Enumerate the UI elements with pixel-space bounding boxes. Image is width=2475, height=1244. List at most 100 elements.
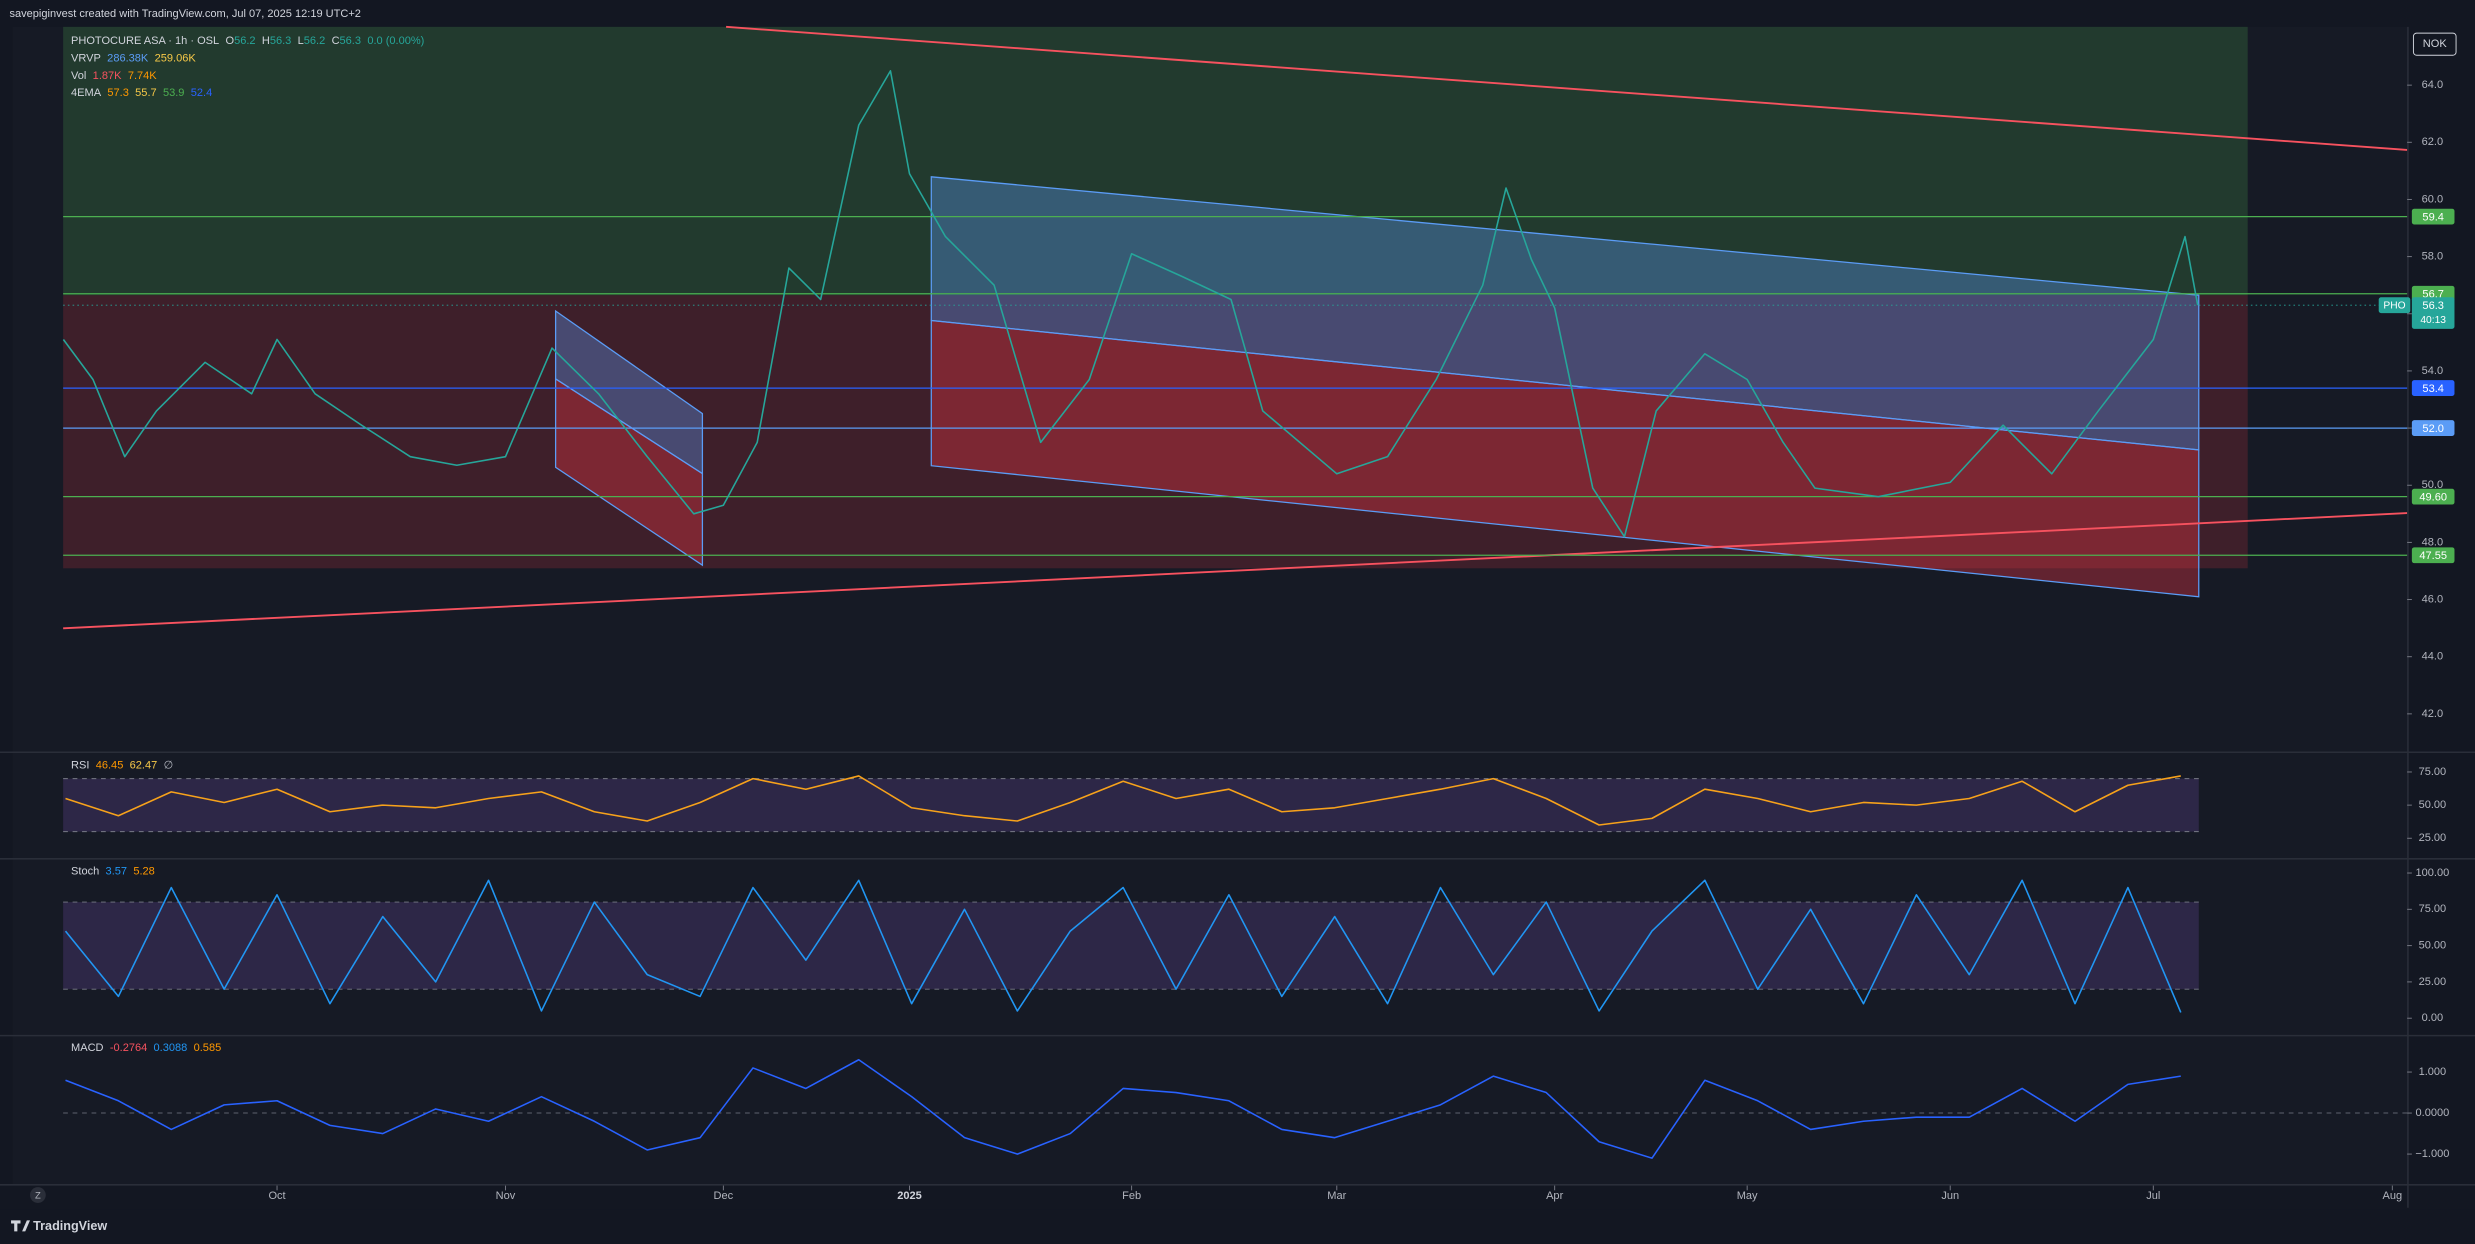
indicator-value: 57.3 [107,87,128,99]
band [63,902,2199,990]
indicator-value: 62.47 [130,760,158,772]
y-tick-label: 44.0 [2422,651,2443,663]
y-tick-label: 62.0 [2422,136,2443,148]
indicator-name: MACD [71,1042,104,1054]
trend-line [726,25,2408,151]
y-tick-label: 48.0 [2422,536,2443,548]
y-tick-label: 25.00 [2419,832,2447,844]
indicator-value: 0.3088 [154,1042,188,1054]
x-tick-label: Jul [2146,1190,2160,1202]
series-line [65,775,2181,826]
indicator-value: 0.585 [194,1042,222,1054]
y-tick-label: 50.00 [2419,799,2447,811]
indicator-name: Stoch [71,865,99,877]
x-tick-label: Aug [2383,1190,2403,1202]
zoom-button[interactable] [29,1187,46,1203]
currency-box[interactable] [2412,32,2457,56]
price-label: 56.3 [2422,300,2443,312]
channel-small-lower [554,377,704,567]
indicator-name: VRVP [71,52,101,64]
indicator-value: 7.74K [128,70,157,82]
indicator-value: 53.9 [163,87,184,99]
indicator-legend: 4EMA 57.3 55.7 53.9 52.4 [71,87,212,99]
zoom-label[interactable]: Z [35,1190,41,1201]
zone-red [63,295,2248,569]
level-label: 47.55 [2419,550,2447,562]
y-tick-label: 0.00 [2422,1012,2443,1024]
brand: TradingView [33,1219,107,1233]
level-label: 49.60 [2419,491,2447,503]
ohlc-key: O [225,35,234,47]
currency[interactable]: NOK [2423,38,2448,50]
indicator-legend: MACD -0.2764 0.3088 0.585 [71,1042,221,1054]
ohlc-key: C [332,35,340,47]
x-tick-label: Mar [1327,1190,1346,1202]
channel-lower [930,319,2200,598]
x-tick-label: Jun [1941,1190,1959,1202]
indicator-name: Vol [71,70,86,82]
y-tick-label: 50.0 [2422,479,2443,491]
indicator-value: 5.28 [133,865,154,877]
ohlc-key: L [298,35,304,47]
indicator-legend: Stoch 3.57 5.28 [71,865,155,877]
y-tick-label: 0.0000 [2416,1107,2450,1119]
chart-area [12,26,2408,1185]
indicator-legend: RSI 46.45 62.47 ∅ [71,760,173,772]
ohlc-value: 56.3 [270,35,291,47]
indicator-value: 3.57 [106,865,127,877]
ohlc-key: H [262,35,270,47]
change: 0.0 (0.00%) [367,35,424,47]
x-tick-label: 2025 [897,1190,922,1202]
indicator-legend: Vol 1.87K 7.74K [71,70,157,82]
legend: PHOTOCURE ASA · 1h · OSL O56.2 H56.3 L56.2 C… [71,35,424,47]
series-line [64,879,2182,1013]
y-tick-label: 60.0 [2422,193,2443,205]
y-tick-label: 46.0 [2422,593,2443,605]
symbol-label: PHO [2383,301,2405,312]
indicator-value: 286.38K [107,52,149,64]
level-tag [2411,488,2455,505]
indicator-value: 55.7 [135,87,156,99]
indicator-value: ∅ [164,760,174,772]
indicator-value: 52.4 [191,87,212,99]
indicator-name: RSI [71,760,89,772]
y-tick-label: −1.000 [2415,1148,2449,1160]
x-tick-label: Apr [1546,1190,1563,1202]
level-tag [2411,420,2455,436]
countdown: 40:13 [2420,315,2446,326]
symbol-title: PHOTOCURE ASA · 1h · OSL [71,35,219,47]
level-tag [2411,547,2455,564]
x-tick-label: Feb [1122,1190,1141,1202]
ohlc-value: 56.3 [340,35,361,47]
y-tick-label: 64.0 [2422,79,2443,91]
y-tick-label: 42.0 [2422,708,2443,720]
indicator-value: 1.87K [93,70,122,82]
series-line [65,1058,2181,1159]
y-tick-label: 100.00 [2416,867,2450,879]
footer [0,1209,2475,1244]
y-tick-label: 25.00 [2419,976,2447,988]
level-tag [2411,380,2455,396]
credit: savepiginvest created with TradingView.c… [9,8,360,20]
band [63,778,2199,832]
symbol-tag [2378,297,2411,314]
y-tick-label: 50.00 [2419,940,2447,952]
ohlc-value: 56.2 [234,35,255,47]
x-tick-label: Oct [268,1190,285,1202]
level-label: 53.4 [2422,383,2443,395]
indicator-value: 46.45 [96,760,124,772]
y-tick-label: 75.00 [2419,766,2447,778]
x-tick-label: May [1737,1190,1758,1202]
x-tick-label: Dec [714,1190,734,1202]
indicator-value: -0.2764 [110,1042,147,1054]
y-tick-label: 75.00 [2419,903,2447,915]
x-tick-label: Nov [496,1190,516,1202]
level-label: 52.0 [2422,423,2443,435]
y-tick-label: 54.0 [2422,365,2443,377]
level-label: 59.4 [2422,211,2443,223]
ohlc-value: 56.2 [304,35,325,47]
indicator-legend: VRVP 286.38K 259.06K [71,52,196,64]
series-line [62,70,2199,538]
